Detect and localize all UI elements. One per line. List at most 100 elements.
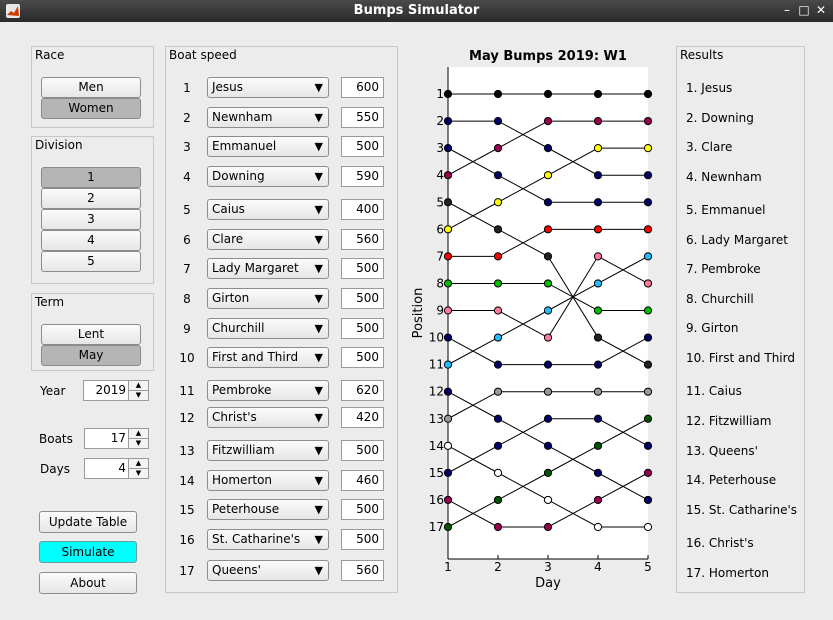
crew-dropdown[interactable]: First and Third ▼: [207, 347, 329, 368]
speed-input[interactable]: 500: [341, 258, 384, 279]
close-icon[interactable]: ✕: [815, 3, 827, 17]
crew-dropdown-value: Fitzwilliam: [212, 443, 275, 457]
series-point: [593, 89, 603, 99]
series-point: [593, 144, 603, 153]
division-4-button[interactable]: 4: [41, 230, 141, 251]
update-table-button[interactable]: Update Table: [39, 511, 137, 533]
days-up-icon[interactable]: ▲: [128, 459, 148, 469]
dropdown-arrow-icon[interactable]: ▼: [314, 262, 323, 275]
speed-input[interactable]: 500: [341, 529, 384, 550]
year-down-icon[interactable]: ▼: [128, 390, 148, 400]
boats-down-icon[interactable]: ▼: [128, 438, 148, 448]
series-point: [443, 360, 453, 369]
race-men-button[interactable]: Men: [41, 77, 141, 98]
dropdown-arrow-icon[interactable]: ▼: [314, 533, 323, 546]
dropdown-arrow-icon[interactable]: ▼: [314, 503, 323, 516]
race-panel: Race: [31, 46, 154, 128]
speed-input[interactable]: 550: [341, 107, 384, 128]
boat-position-label: 9: [183, 322, 191, 336]
division-5-button[interactable]: 5: [41, 251, 141, 272]
crew-dropdown[interactable]: Christ's ▼: [207, 407, 329, 428]
series-point: [443, 414, 453, 423]
crew-dropdown[interactable]: Clare ▼: [207, 229, 329, 250]
year-spinner[interactable]: 2019 ▲ ▼: [83, 380, 149, 401]
about-button[interactable]: About: [39, 572, 137, 594]
crew-dropdown[interactable]: Emmanuel ▼: [207, 136, 329, 157]
days-down-icon[interactable]: ▼: [128, 468, 148, 478]
speed-input[interactable]: 500: [341, 347, 384, 368]
dropdown-arrow-icon[interactable]: ▼: [314, 322, 323, 335]
days-spinner[interactable]: 4 ▲ ▼: [84, 458, 149, 479]
dropdown-arrow-icon[interactable]: ▼: [314, 170, 323, 183]
boats-up-icon[interactable]: ▲: [128, 429, 148, 439]
series-point: [543, 89, 553, 99]
dropdown-arrow-icon[interactable]: ▼: [314, 111, 323, 124]
crew-dropdown[interactable]: Peterhouse ▼: [207, 499, 329, 520]
dropdown-arrow-icon[interactable]: ▼: [314, 444, 323, 457]
series-point: [493, 387, 503, 396]
result-item: 17. Homerton: [686, 566, 769, 580]
dropdown-arrow-icon[interactable]: ▼: [314, 351, 323, 364]
simulate-button[interactable]: Simulate: [39, 541, 137, 563]
race-women-button[interactable]: Women: [41, 98, 141, 119]
crew-dropdown[interactable]: Downing ▼: [207, 166, 329, 187]
speed-input[interactable]: 420: [341, 407, 384, 428]
results-panel: Results: [676, 46, 805, 593]
boats-spinner[interactable]: 17 ▲ ▼: [84, 428, 149, 449]
speed-input[interactable]: 500: [341, 318, 384, 339]
crew-dropdown[interactable]: Caius ▼: [207, 199, 329, 220]
series-point: [443, 468, 453, 477]
speed-input[interactable]: 600: [341, 77, 384, 98]
series-point: [593, 116, 603, 126]
speed-input[interactable]: 400: [341, 199, 384, 220]
result-item: 3. Clare: [686, 140, 733, 154]
term-lent-button[interactable]: Lent: [41, 324, 141, 345]
y-tick-label: 14: [429, 439, 444, 453]
crew-dropdown[interactable]: Fitzwilliam ▼: [207, 440, 329, 461]
results-panel-title: Results: [680, 48, 724, 62]
term-may-button[interactable]: May: [41, 345, 141, 366]
crew-dropdown-value: Jesus: [212, 80, 244, 94]
crew-dropdown[interactable]: St. Catharine's ▼: [207, 529, 329, 550]
year-label: Year: [40, 384, 66, 398]
crew-dropdown[interactable]: Jesus ▼: [207, 77, 329, 98]
series-point: [443, 522, 453, 532]
dropdown-arrow-icon[interactable]: ▼: [314, 233, 323, 246]
crew-dropdown[interactable]: Churchill ▼: [207, 318, 329, 339]
result-item: 14. Peterhouse: [686, 473, 777, 487]
series-point: [493, 198, 503, 207]
dropdown-arrow-icon[interactable]: ▼: [314, 411, 323, 424]
speed-input[interactable]: 500: [341, 288, 384, 309]
crew-dropdown[interactable]: Newnham ▼: [207, 107, 329, 128]
speed-input[interactable]: 590: [341, 166, 384, 187]
speed-input[interactable]: 500: [341, 136, 384, 157]
speed-input[interactable]: 560: [341, 229, 384, 250]
year-up-icon[interactable]: ▲: [128, 381, 148, 391]
maximize-icon[interactable]: □: [798, 3, 810, 17]
dropdown-arrow-icon[interactable]: ▼: [314, 384, 323, 397]
speed-input[interactable]: 620: [341, 380, 384, 401]
dropdown-arrow-icon[interactable]: ▼: [314, 203, 323, 216]
dropdown-arrow-icon[interactable]: ▼: [314, 140, 323, 153]
crew-dropdown[interactable]: Queens' ▼: [207, 560, 329, 581]
result-item: 15. St. Catharine's: [686, 503, 798, 517]
crew-dropdown[interactable]: Girton ▼: [207, 288, 329, 309]
speed-input[interactable]: 560: [341, 560, 384, 581]
speed-input[interactable]: 500: [341, 499, 384, 520]
series-point: [443, 198, 453, 207]
division-3-button[interactable]: 3: [41, 209, 141, 230]
crew-dropdown[interactable]: Pembroke ▼: [207, 380, 329, 401]
minimize-icon[interactable]: –: [784, 3, 790, 17]
crew-dropdown[interactable]: Homerton ▼: [207, 470, 329, 491]
dropdown-arrow-icon[interactable]: ▼: [314, 564, 323, 577]
series-point: [593, 252, 603, 261]
speed-input[interactable]: 500: [341, 440, 384, 461]
dropdown-arrow-icon[interactable]: ▼: [314, 292, 323, 305]
division-1-button[interactable]: 1: [41, 167, 141, 188]
crew-dropdown[interactable]: Lady Margaret ▼: [207, 258, 329, 279]
dropdown-arrow-icon[interactable]: ▼: [314, 81, 323, 94]
series-point: [493, 225, 503, 234]
dropdown-arrow-icon[interactable]: ▼: [314, 474, 323, 487]
division-2-button[interactable]: 2: [41, 188, 141, 209]
speed-input[interactable]: 460: [341, 470, 384, 491]
